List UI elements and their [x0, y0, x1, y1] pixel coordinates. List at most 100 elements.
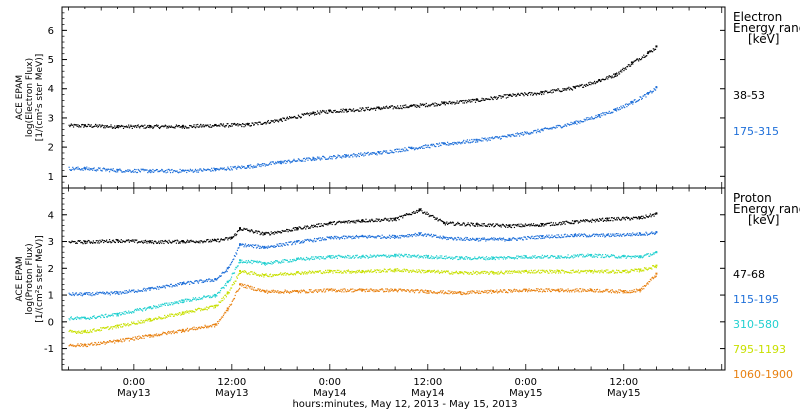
data-point — [119, 294, 120, 295]
data-point — [259, 231, 260, 232]
data-point — [476, 271, 477, 272]
data-point — [653, 216, 654, 217]
data-point — [288, 118, 289, 119]
data-point — [593, 271, 594, 272]
data-point — [223, 123, 224, 124]
data-point — [235, 281, 236, 282]
data-point — [587, 256, 588, 257]
data-point — [127, 126, 128, 127]
data-point — [554, 235, 555, 236]
data-point — [114, 125, 115, 126]
data-point — [302, 272, 303, 273]
data-point — [576, 236, 577, 237]
data-point — [195, 297, 196, 298]
data-point — [636, 234, 637, 235]
data-point — [642, 98, 643, 99]
data-point — [425, 106, 426, 107]
data-point — [310, 114, 311, 115]
data-point — [497, 224, 498, 225]
data-point — [238, 166, 239, 167]
data-point — [495, 259, 496, 260]
data-point — [538, 226, 539, 227]
data-point — [368, 236, 369, 237]
data-point — [437, 257, 438, 258]
data-point — [260, 166, 261, 167]
data-point — [301, 241, 302, 242]
data-point — [431, 144, 432, 145]
data-point — [77, 126, 78, 127]
data-point — [204, 309, 205, 310]
data-point — [439, 237, 440, 238]
data-point — [338, 270, 339, 271]
data-point — [188, 311, 189, 312]
data-point — [515, 258, 516, 259]
data-point — [470, 99, 471, 100]
data-point — [352, 236, 353, 237]
data-point — [249, 246, 250, 247]
data-point — [584, 84, 585, 85]
data-point — [398, 269, 399, 270]
data-point — [226, 296, 227, 297]
data-point — [547, 255, 548, 256]
data-point — [385, 108, 386, 109]
data-point — [293, 160, 294, 161]
data-point — [111, 315, 112, 316]
data-point — [504, 272, 505, 273]
data-point — [121, 170, 122, 171]
data-point — [455, 238, 456, 239]
data-point — [103, 127, 104, 128]
data-point — [278, 246, 279, 247]
data-point — [639, 99, 640, 100]
data-point — [518, 133, 519, 134]
data-point — [585, 270, 586, 271]
data-point — [250, 164, 251, 165]
data-point — [533, 94, 534, 95]
data-point — [185, 170, 186, 171]
data-point — [89, 332, 90, 333]
data-point — [484, 237, 485, 238]
data-point — [265, 263, 266, 264]
data-point — [573, 257, 574, 258]
data-point — [138, 126, 139, 127]
data-point — [426, 145, 427, 146]
data-point — [596, 254, 597, 255]
data-point — [135, 171, 136, 172]
data-point — [111, 291, 112, 292]
data-point — [221, 123, 222, 124]
data-point — [202, 298, 203, 299]
data-point — [99, 316, 100, 317]
data-point — [182, 127, 183, 128]
data-point — [169, 314, 170, 315]
data-point — [520, 224, 521, 225]
data-point — [518, 270, 519, 271]
data-point — [537, 257, 538, 258]
data-point — [265, 123, 266, 124]
data-point — [407, 236, 408, 237]
data-point — [394, 254, 395, 255]
data-point — [210, 281, 211, 282]
data-point — [174, 127, 175, 128]
data-point — [165, 305, 166, 306]
data-point — [630, 101, 631, 102]
data-point — [540, 132, 541, 133]
data-point — [365, 221, 366, 222]
data-point — [396, 220, 397, 221]
data-point — [104, 292, 105, 293]
data-point — [331, 156, 332, 157]
data-point — [110, 294, 111, 295]
data-point — [423, 272, 424, 273]
data-point — [241, 165, 242, 166]
data-point — [428, 213, 429, 214]
data-point — [589, 119, 590, 120]
data-point — [462, 100, 463, 101]
data-point — [461, 238, 462, 239]
data-point — [243, 126, 244, 127]
data-point — [578, 122, 579, 123]
data-point — [361, 220, 362, 221]
data-point — [317, 111, 318, 112]
data-point — [362, 256, 363, 257]
data-point — [558, 224, 559, 225]
data-point — [145, 289, 146, 290]
data-point — [129, 127, 130, 128]
data-point — [353, 108, 354, 109]
